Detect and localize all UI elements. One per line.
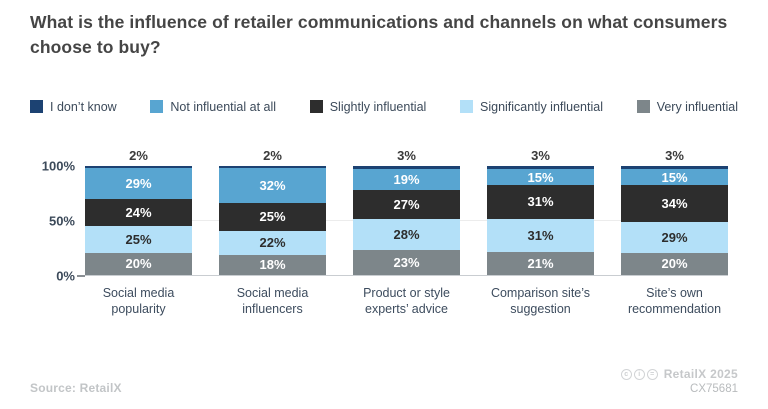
bar-value-label: 2% [129, 147, 148, 163]
bar-segment: 19% [353, 168, 460, 190]
bar-segment: 32% [219, 167, 326, 204]
legend-item: Slightly influential [309, 99, 427, 114]
y-tick-50: 50% [48, 213, 75, 229]
bar-segment: 24% [85, 199, 192, 226]
x-axis-label: Site’s own recommendation [627, 285, 722, 316]
legend: I don’t know Not influential at all Slig… [30, 100, 738, 114]
bar: 3% 19% 27% 28% 23% [353, 148, 460, 275]
x-axis-label: Social media popularity [102, 285, 175, 316]
bar: 2% 29% 24% 25% 20% [85, 148, 192, 275]
bar-segment: 21% [487, 252, 594, 275]
bar-segment: 20% [85, 252, 192, 275]
brand-line: c i = RetailX 2025 [620, 367, 738, 381]
bar: 3% 15% 34% 29% 20% [621, 148, 728, 275]
source-text: Source: RetailX [30, 381, 122, 395]
y-tick-100: 100% [41, 158, 75, 174]
bar-segment: 29% [85, 167, 192, 200]
bar: 2% 32% 25% 22% 18% [219, 148, 326, 275]
stacked-bar-chart: 100% 50% 0% 2% 29% 24% 25% 20% 2% 32% 25% 22% 18%… [30, 148, 738, 283]
brand-block: c i = RetailX 2025 CX75681 [620, 367, 738, 395]
x-axis-label: Product or style experts’ advice [363, 285, 450, 316]
bar-segment: 29% [621, 221, 728, 254]
chart-code: CX75681 [690, 383, 738, 395]
bar: 3% 15% 31% 31% 21% [487, 148, 594, 275]
bar-segment [85, 165, 192, 168]
y-tick-0: 0% [56, 268, 75, 284]
cc-attribution-icon: i [633, 368, 645, 380]
bar-segment: 25% [219, 203, 326, 231]
x-axis-labels: Social media popularity Social media infl… [85, 285, 728, 318]
bar-segment: 31% [487, 185, 594, 219]
page-title: What is the influence of retailer commun… [30, 12, 728, 57]
legend-swatch-i-dont-know [30, 100, 43, 114]
brand-name: RetailX 2025 [663, 367, 738, 381]
bar-segment [219, 165, 326, 168]
bar-segment: 20% [621, 253, 728, 275]
bar-segment [353, 165, 460, 169]
bar-segment: 23% [353, 249, 460, 275]
legend-swatch-very-influential [636, 100, 650, 114]
bar-segment: 27% [353, 189, 460, 220]
x-axis-label: Comparison site’s suggestion [490, 285, 591, 316]
cc-license-icon: c [620, 368, 632, 380]
y-axis: 100% 50% 0% [30, 158, 85, 283]
legend-swatch-slightly-influential [309, 100, 323, 114]
legend-label: I don’t know [50, 99, 117, 114]
bar-value-label: 2% [263, 147, 282, 163]
legend-item: I don’t know [30, 100, 117, 114]
legend-label: Slightly influential [329, 99, 427, 114]
bar-segment: 15% [487, 168, 594, 186]
footer: Source: RetailX c i = RetailX 2025 CX756… [30, 367, 738, 395]
bar-value-label: 3% [531, 147, 550, 163]
legend-label: Not influential at all [170, 99, 277, 114]
bar-segment [621, 165, 728, 169]
cc-no-derivatives-icon: = [646, 368, 658, 380]
bar-value-label: 3% [665, 147, 684, 163]
plot-area: 2% 29% 24% 25% 20% 2% 32% 25% 22% 18% 3% 19% 27% 28% 2… [85, 148, 728, 276]
zero-tick-mark [77, 274, 85, 277]
bars: 2% 29% 24% 25% 20% 2% 32% 25% 22% 18% 3% 19% 27% 28% 2… [85, 148, 728, 275]
legend-label: Significantly influential [480, 99, 603, 114]
bar-segment: 34% [621, 185, 728, 222]
x-axis-label: Social media influencers [236, 285, 309, 316]
bar-segment: 18% [219, 254, 326, 275]
bar-segment: 31% [487, 218, 594, 253]
legend-swatch-significantly-influential [460, 100, 473, 114]
bar-value-label: 3% [397, 147, 416, 163]
bar-segment: 15% [621, 168, 728, 186]
bar-segment: 25% [85, 225, 192, 253]
legend-swatch-not-influential [150, 100, 164, 114]
bar-segment: 22% [219, 230, 326, 255]
bar-segment [487, 165, 594, 169]
legend-item: Not influential at all [150, 100, 276, 114]
legend-item: Significantly influential [460, 100, 603, 114]
legend-item: Very influential [636, 99, 738, 114]
legend-label: Very influential [656, 99, 738, 114]
bar-segment: 28% [353, 219, 460, 250]
